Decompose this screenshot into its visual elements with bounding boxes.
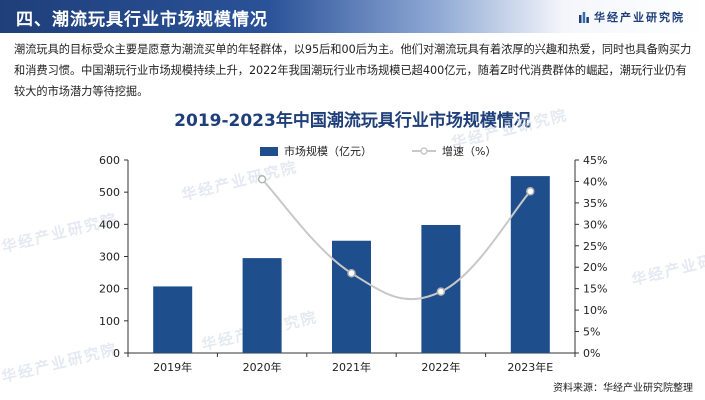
growth-rate-point	[257, 175, 267, 184]
x-tick-label: 2022年	[421, 360, 460, 374]
x-tick-label: 2020年	[243, 360, 282, 374]
y-right-tick-label: 25%	[583, 240, 607, 253]
bar	[332, 240, 371, 353]
y-right-tick-label: 40%	[583, 175, 607, 188]
growth-rate-point	[436, 287, 446, 296]
brand-logo-icon	[579, 12, 589, 23]
y-right-tick-label: 30%	[583, 218, 607, 231]
y-left-tick-label: 600	[99, 154, 120, 167]
y-right-tick-label: 0%	[583, 347, 600, 360]
legend-line-label: 增速（%）	[442, 145, 497, 158]
y-right-tick-label: 10%	[583, 304, 607, 317]
bar	[242, 258, 282, 353]
legend-line-swatch	[412, 147, 436, 155]
legend-bar-label: 市场规模（亿元）	[284, 145, 372, 158]
page-title: 四、潮流玩具行业市场规模情况	[16, 10, 268, 30]
growth-rate-point	[526, 187, 535, 196]
intro-paragraph: 潮流玩具的目标受众主要是愿意为潮流买单的年轻群体，以95后和00后为主。他们对潮…	[14, 43, 692, 98]
x-tick-label: 2021年	[332, 360, 371, 374]
y-left-tick-label: 300	[99, 251, 120, 264]
y-left-tick-label: 200	[99, 283, 120, 296]
chart-legend: 市场规模（亿元） 增速（%）	[260, 143, 536, 159]
y-right-tick-label: 45%	[583, 154, 607, 167]
source-note: 资料来源：华经产业研究院整理	[553, 383, 693, 394]
y-left-tick-label: 400	[99, 218, 120, 231]
bar	[510, 176, 550, 353]
bar	[153, 286, 193, 353]
y-left-tick-label: 100	[99, 315, 120, 328]
y-left-tick-label: 500	[99, 186, 120, 199]
legend-item-line: 增速（%）	[412, 143, 496, 159]
y-right-tick-label: 35%	[583, 197, 607, 210]
y-left-tick-label: 0	[113, 347, 120, 360]
brand-name: 华经产业研究院	[594, 11, 685, 24]
y-right-tick-label: 15%	[583, 283, 607, 296]
growth-rate-line	[261, 178, 532, 301]
y-right-tick-label: 5%	[583, 326, 600, 339]
x-tick-label: 2019年	[153, 360, 192, 374]
x-tick-label: 2023年E	[507, 360, 553, 374]
legend-item-bar: 市场规模（亿元）	[260, 143, 372, 159]
y-right-tick-label: 20%	[583, 261, 607, 274]
legend-bar-swatch	[260, 146, 278, 156]
header-bar: 四、潮流玩具行业市场规模情况 华经产业研究院	[0, 0, 705, 33]
brand: 华经产业研究院	[579, 9, 685, 25]
growth-rate-point	[347, 268, 356, 278]
chart-title: 2019-2023年中国潮流玩具行业市场规模情况	[174, 111, 531, 131]
